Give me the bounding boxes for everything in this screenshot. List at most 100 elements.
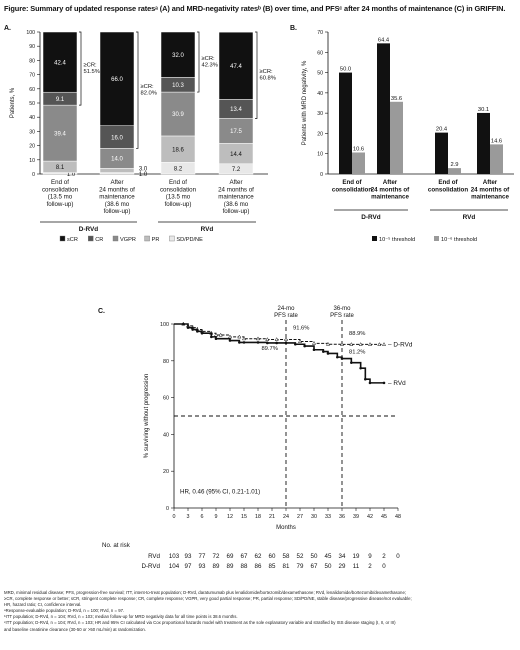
panel-c-x-tick-label: 42 (367, 514, 373, 520)
panel-c-censor-marker (256, 341, 260, 344)
panel-c-annotation: 89.7% (261, 346, 277, 352)
panel-b-y-tick-label: 60 (317, 50, 323, 56)
panel-a-data-label: 8.1 (56, 165, 65, 171)
panel-b-y-tick-label: 20 (317, 131, 323, 137)
panel-c-y-tick-label: 40 (163, 432, 169, 438)
panel-c-hr-text: HR, 0.46 (95% CI, 0.21-1.01) (180, 488, 260, 495)
footnote-line: ≥CR, complete response or better; sCR, s… (4, 596, 412, 602)
panel-b-y-axis-label: Patients with MRD negativity, % (302, 60, 308, 145)
panel-b-category-label: maintenance (471, 194, 509, 201)
panel-a-data-label: 7.2 (232, 167, 241, 173)
panel-c-censor-marker (336, 355, 339, 359)
panel-a-bracket-label: ≥CR: (141, 84, 155, 90)
panel-a-bar-segment (99, 168, 135, 173)
panel-c-series-label: – RVd (388, 380, 406, 387)
panel-a-bracket-label: 82.0% (141, 91, 157, 97)
panel-c-x-tick-label: 30 (311, 514, 317, 520)
footnote-line: and baseline creatinine clearance (30-50… (4, 626, 146, 632)
panel-c-at-risk-value: 81 (283, 563, 290, 570)
panel-b-data-label: 50.0 (340, 67, 351, 73)
panel-c-at-risk-label: RVd (148, 553, 160, 560)
panel-c-censor-marker (381, 342, 387, 346)
panel-a-y-tick-label: 90 (29, 44, 35, 50)
panel-a-bar-segment (160, 31, 196, 78)
panel-a-legend-swatch (87, 235, 94, 242)
panel-c-censor-marker (325, 341, 331, 346)
panel-c-x-tick-label: 21 (269, 514, 275, 520)
panel-c-y-axis-label: % surviving without progression (144, 374, 150, 458)
panel-a-category-label: maintenance (218, 194, 254, 201)
panel-b-bar (490, 144, 503, 174)
panel-c-x-tick-label: 6 (201, 514, 204, 520)
panel-a-data-label: 1.0 (139, 172, 148, 178)
panel-c-censor-marker (340, 357, 344, 360)
panel-a-legend-label: PR (152, 237, 160, 243)
panel-a-legend-label: VGPR (120, 237, 136, 243)
panel-b-legend-label: 10⁻⁶ threshold (441, 236, 477, 243)
panel-b-y-tick-label: 10 (317, 152, 323, 158)
panel-a-data-label: 13.4 (230, 107, 242, 113)
panel-b-bar (435, 132, 448, 174)
panel-b-legend-swatch (434, 236, 439, 241)
panel-a-data-label: 39.4 (54, 131, 66, 137)
panel-c-reference-label: 36-mo (333, 306, 351, 312)
panel-b-y-tick-label: 50 (317, 71, 323, 77)
panel-c-censor-marker (350, 361, 353, 364)
panel-c-censor-marker (368, 381, 372, 385)
panel-c-censor-marker (339, 342, 345, 346)
panel-c-x-tick-label: 39 (353, 514, 359, 520)
panel-a-data-label: 32.0 (172, 53, 184, 59)
panel-a-legend-label: SD/PD/NE (176, 237, 203, 243)
panel-b-category-label: consolidation (332, 186, 372, 193)
panel-b-bar (352, 152, 365, 174)
panel-c-y-tick-label: 60 (163, 396, 169, 402)
panel-c-at-risk-value: 34 (339, 553, 346, 560)
panel-b-y-tick-label: 40 (317, 91, 323, 97)
footnote-line: HR, hazard ratio; CI, confidence interva… (4, 602, 82, 608)
panel-a-category-label: (13.5 mo (166, 194, 191, 201)
panel-c-at-risk-value: 60 (269, 553, 276, 560)
panel-a-bracket-label: ≥CR: (84, 63, 98, 69)
panel-b-data-label: 14.6 (491, 138, 502, 144)
panel-c-censor-marker (326, 352, 330, 355)
panel-c-censor-marker (255, 336, 261, 341)
panel-c-censor-marker (191, 328, 194, 331)
panel-c-censor-marker (274, 337, 279, 341)
panel-a-y-tick-label: 20 (29, 144, 35, 150)
panel-c-censor-marker (322, 350, 325, 353)
panel-c-x-tick-label: 45 (381, 514, 387, 520)
panel-c-y-tick-label: 20 (163, 469, 169, 475)
panel-b-data-label: 10.6 (353, 146, 364, 152)
panel-c-x-tick-label: 48 (395, 514, 401, 520)
panel-b-data-label: 35.6 (391, 96, 402, 102)
panel-c-censor-marker (238, 341, 241, 344)
panel-a-data-label: 14.0 (111, 157, 123, 163)
panel-c-censor-marker (364, 377, 367, 381)
panel-a-data-label: 17.5 (230, 129, 242, 135)
panel-c-at-risk-value: 85 (269, 563, 276, 570)
panel-a-y-tick-label: 0 (32, 172, 35, 178)
panel-c-at-risk-value: 104 (169, 563, 180, 570)
panel-c-censor-marker (377, 342, 382, 346)
panel-c-x-tick-label: 12 (227, 514, 233, 520)
panel-a-data-label: 18.6 (172, 147, 184, 153)
panel-c-censor-marker (283, 337, 289, 341)
panel-a-bar-segment (42, 31, 78, 93)
panel-a-bar-segment (99, 31, 135, 126)
panel-a-data-label: 16.0 (111, 135, 123, 141)
panel-b-y-tick-label: 70 (317, 30, 323, 36)
panel-c-at-risk-value: 29 (339, 563, 346, 570)
panel-c-censor-marker (367, 342, 373, 346)
panel-c-y-tick-label: 80 (163, 359, 169, 365)
panel-a-category-label: After (110, 179, 123, 186)
panel-a-bracket-label: 42.3% (202, 63, 218, 69)
panel-c-x-axis-label: Months (276, 525, 296, 531)
panel-c-x-tick-label: 33 (325, 514, 331, 520)
panel-c-at-risk-value: 50 (311, 553, 318, 560)
panel-c-at-risk-value: 89 (213, 563, 220, 570)
panel-c-at-risk-value: 89 (227, 563, 234, 570)
panel-c-censor-marker (358, 342, 363, 346)
panel-a-bar-segment (218, 31, 254, 100)
panel-b-category-label: 24 months of (371, 186, 410, 193)
panel-b-legend-label: 10⁻⁵ threshold (379, 236, 415, 243)
